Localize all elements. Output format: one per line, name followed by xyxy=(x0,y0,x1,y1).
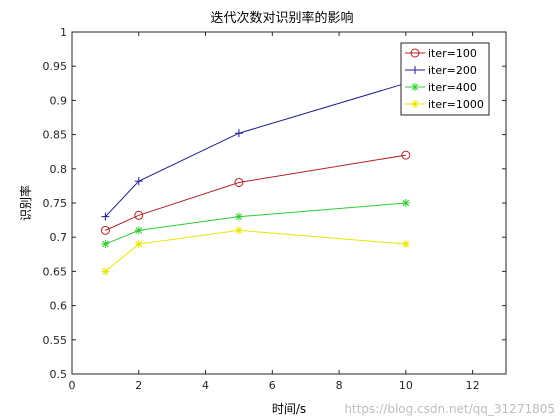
series-iter-1000 xyxy=(101,226,410,276)
y-tick-label: 0.65 xyxy=(43,265,68,278)
legend: iter=100 iter=200 iter=400 iter=1000 xyxy=(400,42,490,116)
series-layer xyxy=(100,79,411,276)
series-line xyxy=(105,154,406,231)
x-tick-label: 12 xyxy=(466,379,480,392)
x-tick-label: 6 xyxy=(269,379,276,392)
legend-entry: iter=100 xyxy=(405,47,477,60)
asterisk-marker xyxy=(411,100,419,108)
series-line xyxy=(105,229,406,272)
y-tick-label: 0.5 xyxy=(50,368,68,381)
plus-marker xyxy=(134,177,143,186)
legend-label: iter=200 xyxy=(428,64,477,77)
circle-marker xyxy=(100,225,110,235)
legend-label: iter=100 xyxy=(428,47,477,60)
circle-marker xyxy=(234,177,244,187)
chart-title: 迭代次数对识别率的影响 xyxy=(210,10,353,26)
legend-entry: iter=1000 xyxy=(405,98,484,111)
asterisk-marker xyxy=(134,240,143,249)
asterisk-marker xyxy=(401,240,410,249)
y-tick-label: 0.9 xyxy=(50,94,68,107)
y-tick-label: 0.6 xyxy=(50,300,68,313)
circle-marker xyxy=(410,48,420,58)
x-tick-label: 10 xyxy=(399,379,413,392)
y-tick-label: 1 xyxy=(60,26,67,39)
asterisk-marker xyxy=(401,199,410,207)
y-tick-label: 0.75 xyxy=(43,197,68,210)
x-tick-label: 4 xyxy=(202,379,209,392)
legend-entry: iter=200 xyxy=(405,64,477,77)
asterisk-marker xyxy=(411,83,419,91)
legend-label: iter=400 xyxy=(428,81,477,94)
x-tick-label: 0 xyxy=(69,379,76,392)
circle-marker xyxy=(134,210,144,220)
circle-marker xyxy=(401,150,411,160)
asterisk-marker xyxy=(134,226,143,235)
asterisk-marker xyxy=(234,212,243,221)
x-tick-label: 2 xyxy=(135,379,142,392)
plus-marker xyxy=(411,66,419,74)
plus-marker xyxy=(234,129,243,138)
plus-marker xyxy=(101,212,110,221)
y-axis-label: 识别率 xyxy=(18,185,33,221)
y-tick-label: 0.7 xyxy=(50,231,68,244)
series-iter-100 xyxy=(100,150,411,235)
legend-entry: iter=400 xyxy=(405,81,477,94)
asterisk-marker xyxy=(234,226,243,235)
x-tick-label: 8 xyxy=(336,379,343,392)
legend-label: iter=1000 xyxy=(428,98,484,111)
asterisk-marker xyxy=(101,267,110,276)
x-axis-label: 时间/s xyxy=(272,402,306,416)
series-iter-400 xyxy=(101,199,410,249)
axis-ticks: 0 2 4 6 8 10 12 0.5 0.55 0.6 0.65 0.7 0.75 0.8 0.85 0.9… xyxy=(43,26,506,392)
y-tick-label: 0.8 xyxy=(50,163,68,176)
watermark-text: https://blog.csdn.net/qq_31271805 xyxy=(344,402,555,416)
series-line xyxy=(105,202,406,245)
asterisk-marker xyxy=(101,240,110,249)
y-tick-label: 0.55 xyxy=(43,334,68,347)
series-line xyxy=(105,82,406,218)
y-tick-label: 0.95 xyxy=(43,60,68,73)
y-tick-label: 0.85 xyxy=(43,129,68,142)
